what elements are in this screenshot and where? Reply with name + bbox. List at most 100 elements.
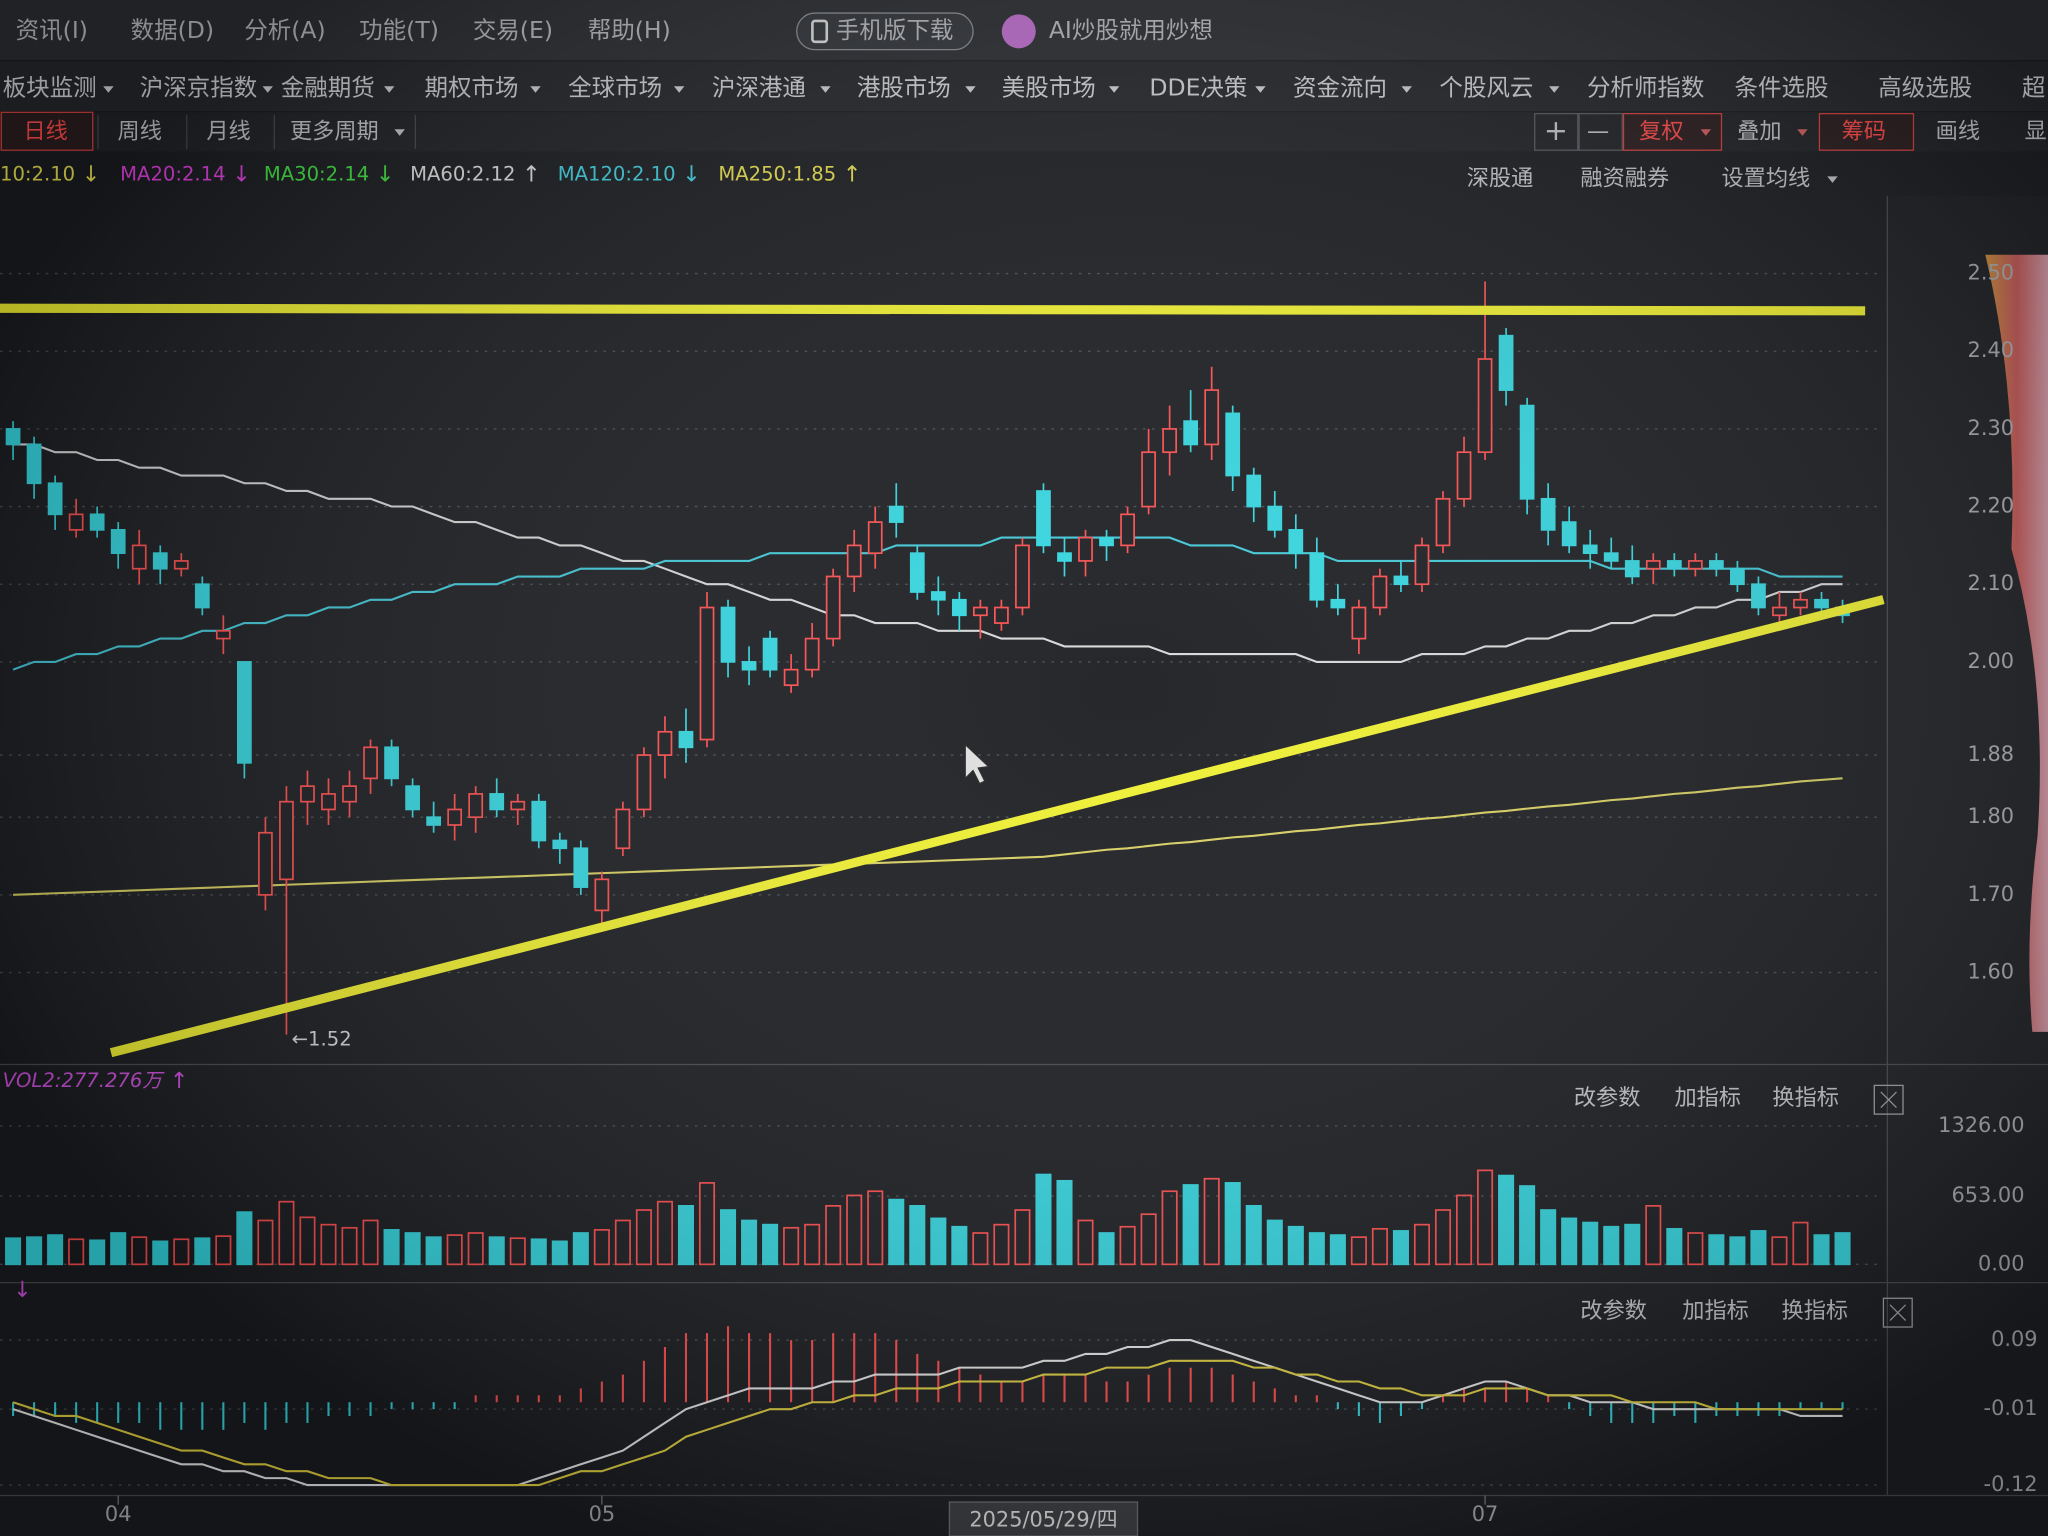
- candle-body: [173, 560, 189, 570]
- candle-body: [215, 629, 231, 640]
- volume-bar: [152, 1240, 169, 1266]
- menu-item[interactable]: 功能(T): [359, 16, 439, 44]
- nav-item[interactable]: 分析师指数: [1587, 73, 1705, 101]
- candle-body: [5, 428, 21, 446]
- candle-body: [1099, 536, 1114, 547]
- y-tick-label: 2.10: [1968, 571, 2014, 595]
- tool[interactable]: 复权: [1639, 118, 1683, 144]
- panel-button[interactable]: 加指标: [1682, 1298, 1749, 1324]
- volume-bar: [1056, 1179, 1073, 1266]
- indicator-arrow: ↑: [170, 1068, 189, 1094]
- candle-body: [1751, 583, 1766, 609]
- y-tick-label: 1.80: [1968, 804, 2014, 828]
- candle-body: [1246, 474, 1262, 508]
- nav-item[interactable]: 高级选股: [1878, 73, 1972, 101]
- candle-body: [1603, 552, 1619, 562]
- candle-body: [720, 606, 736, 663]
- panel-button[interactable]: 改参数: [1580, 1298, 1647, 1324]
- ma-arrow: ↓: [376, 162, 395, 188]
- indicator-label: VOL2:277.276万: [3, 1069, 166, 1092]
- candle-body: [1582, 544, 1598, 555]
- nav-item[interactable]: 条件选股: [1735, 73, 1829, 101]
- period-tab[interactable]: 日线: [24, 118, 68, 144]
- chart-tool[interactable]: 深股通: [1467, 165, 1534, 191]
- candle-body: [131, 544, 147, 570]
- candle-body: [699, 606, 715, 741]
- volume-bar: [1708, 1234, 1725, 1266]
- tool[interactable]: 画线: [1936, 118, 1980, 144]
- volume-bar: [572, 1232, 589, 1266]
- nav-item[interactable]: DDE决策: [1149, 73, 1247, 101]
- tool[interactable]: 叠加: [1737, 118, 1781, 144]
- period-tab[interactable]: 更多周期: [290, 118, 379, 144]
- candle-body: [447, 808, 463, 826]
- candle-body: [89, 513, 105, 531]
- chart-tool[interactable]: 融资融券: [1580, 165, 1669, 191]
- volume-bar: [551, 1240, 568, 1266]
- nav-item[interactable]: 沪深京指数: [140, 73, 258, 101]
- volume-bar: [1624, 1223, 1641, 1266]
- menu-item[interactable]: 数据(D): [131, 16, 214, 44]
- tool-zoom-in[interactable]: +: [1544, 113, 1568, 147]
- candle-body: [594, 878, 610, 912]
- menu-item[interactable]: 分析(A): [244, 16, 325, 44]
- candle-body: [152, 552, 168, 570]
- y-tick-label: 1.60: [1968, 960, 2014, 984]
- candle-body: [846, 544, 862, 578]
- tool-zoom-out[interactable]: —: [1587, 118, 1609, 144]
- candle-body: [279, 800, 294, 881]
- volume-bar: [720, 1209, 737, 1266]
- nav-item[interactable]: 全球市场: [568, 73, 662, 101]
- nav-item[interactable]: 金融期货: [281, 73, 375, 101]
- chart-tool[interactable]: 设置均线: [1721, 165, 1810, 191]
- volume-bar: [951, 1225, 968, 1266]
- candle-body: [1015, 544, 1030, 609]
- tool[interactable]: 显: [2024, 118, 2046, 144]
- y-tick-label: 2.00: [1968, 649, 2014, 673]
- period-tab[interactable]: 周线: [118, 118, 162, 144]
- candle-body: [1204, 389, 1220, 446]
- candle-body: [1372, 575, 1388, 609]
- volume-bar: [909, 1205, 926, 1266]
- panel-button[interactable]: 换指标: [1782, 1298, 1849, 1324]
- tool[interactable]: 筹码: [1842, 118, 1886, 144]
- menu-item[interactable]: 资讯(I): [16, 16, 88, 44]
- period-tab[interactable]: 月线: [206, 118, 250, 144]
- chart-tools: 深股通 融资融券 设置均线: [1467, 165, 1838, 191]
- candle-body: [258, 831, 273, 896]
- volume-bar: [677, 1205, 695, 1266]
- nav-item[interactable]: 个股风云: [1439, 73, 1533, 101]
- candle-body: [615, 808, 631, 850]
- candle-body: [1288, 529, 1304, 555]
- volume-bar: [1266, 1219, 1283, 1266]
- nav-item[interactable]: 沪深港通: [712, 73, 806, 101]
- panel-button[interactable]: 换指标: [1772, 1085, 1839, 1111]
- volume-bar: [236, 1211, 253, 1266]
- volume-bar: [1582, 1221, 1599, 1266]
- nav-item[interactable]: 港股市场: [857, 73, 951, 101]
- panel-button[interactable]: 改参数: [1574, 1085, 1641, 1111]
- ai-promo[interactable]: AI炒股就用炒想: [1049, 16, 1213, 44]
- menu-item[interactable]: 帮助(H): [588, 16, 671, 44]
- ma-legend: MA250:1.85: [718, 163, 836, 186]
- candle-body: [1267, 505, 1283, 531]
- nav-item[interactable]: 超: [2022, 73, 2046, 101]
- candle-body: [321, 793, 336, 811]
- menu-item[interactable]: 交易(E): [473, 16, 553, 44]
- candle-body: [657, 730, 673, 756]
- nav-item[interactable]: 资金流向: [1293, 73, 1387, 101]
- ma-legend: MA60:2.12: [410, 163, 515, 186]
- y-tick-label: 1.88: [1968, 742, 2014, 766]
- candle-body: [1225, 412, 1241, 477]
- volume-bar: [1182, 1184, 1199, 1266]
- nav-item[interactable]: 期权市场: [424, 73, 518, 101]
- ai-icon: [1001, 14, 1036, 49]
- nav-item[interactable]: 美股市场: [1002, 73, 1096, 101]
- candle-body: [1414, 544, 1430, 586]
- ma-legend: MA30:2.14: [264, 163, 369, 186]
- panel-button[interactable]: 加指标: [1674, 1085, 1741, 1111]
- volume-bar: [1308, 1232, 1325, 1266]
- volume-bar: [1224, 1182, 1241, 1266]
- nav-item[interactable]: 板块监测: [3, 73, 97, 101]
